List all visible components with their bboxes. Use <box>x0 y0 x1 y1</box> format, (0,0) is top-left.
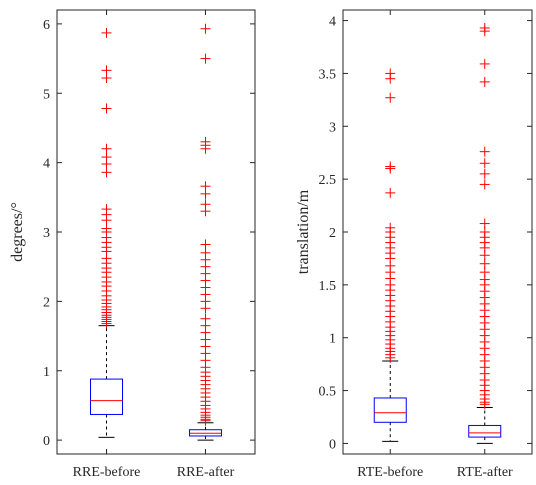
box-RRE-before <box>90 27 123 438</box>
outlier-marker <box>479 58 490 69</box>
outlier-marker <box>101 27 112 38</box>
plot-frame <box>56 9 256 455</box>
y-axis-label: translation/m <box>295 189 312 274</box>
outlier-marker <box>479 258 490 269</box>
y-tick-label: 2.5 <box>319 173 337 188</box>
y-tick-label: 1 <box>43 365 50 380</box>
x-category-label: RRE-after <box>177 465 235 480</box>
y-tick-label: 3 <box>329 120 336 135</box>
y-tick-label: 5 <box>43 87 50 102</box>
x-category-label: RTE-before <box>357 465 423 480</box>
plot-frame <box>342 9 533 455</box>
outlier-marker <box>385 352 396 363</box>
box-iqr <box>468 424 502 438</box>
y-tick-label: 0.5 <box>319 385 337 400</box>
chart-panel-2: 0 0.5 1 1.5 2 2.5 3 3.5 4 RTE-before RTE-after tran… <box>295 9 533 480</box>
outlier-marker <box>385 187 396 198</box>
y-tick-label: 4 <box>43 157 50 172</box>
outlier-marker <box>479 399 490 410</box>
y-tick-label: 4 <box>329 15 336 30</box>
outlier-marker <box>200 303 211 314</box>
y-axis-label: degrees/° <box>9 202 26 262</box>
outlier-marker <box>479 168 490 179</box>
outlier-marker <box>200 143 211 154</box>
box-RRE-after <box>189 23 222 441</box>
y-tick-label: 6 <box>43 18 50 33</box>
outlier-marker <box>479 179 490 190</box>
outlier-marker <box>479 158 490 169</box>
outlier-marker <box>385 73 396 84</box>
y-tick-label: 2 <box>329 226 336 241</box>
outlier-marker <box>385 92 396 103</box>
y-tick-label: 3 <box>43 226 50 241</box>
outlier-marker <box>200 23 211 34</box>
outlier-marker <box>101 318 112 329</box>
y-tick-label: 1 <box>329 332 336 347</box>
outlier-marker <box>479 146 490 157</box>
outlier-marker <box>200 415 211 426</box>
outlier-marker <box>101 72 112 83</box>
chart-panel-1: 0 1 2 3 4 5 6 RRE-before RRE-after degrees/° <box>9 9 256 480</box>
outlier-marker <box>101 103 112 114</box>
outlier-marker <box>479 218 490 229</box>
outlier-marker <box>200 188 211 199</box>
outlier-marker <box>101 167 112 178</box>
x-category-label: RTE-after <box>457 465 513 480</box>
outlier-marker <box>479 250 490 261</box>
box-RTE-before <box>373 68 407 442</box>
x-category-label: RRE-before <box>73 465 141 480</box>
outlier-marker <box>200 53 211 64</box>
outlier-marker <box>200 206 211 217</box>
box-RTE-after <box>468 22 502 444</box>
y-tick-label: 3.5 <box>319 67 337 82</box>
box-iqr <box>373 397 407 423</box>
outlier-marker <box>385 163 396 174</box>
y-tick-label: 2 <box>43 295 50 310</box>
outlier-marker <box>479 26 490 37</box>
y-tick-label: 0 <box>329 437 336 452</box>
box-iqr <box>90 378 123 415</box>
y-tick-label: 0 <box>43 434 50 449</box>
y-tick-label: 1.5 <box>319 279 337 294</box>
outlier-marker <box>479 76 490 87</box>
